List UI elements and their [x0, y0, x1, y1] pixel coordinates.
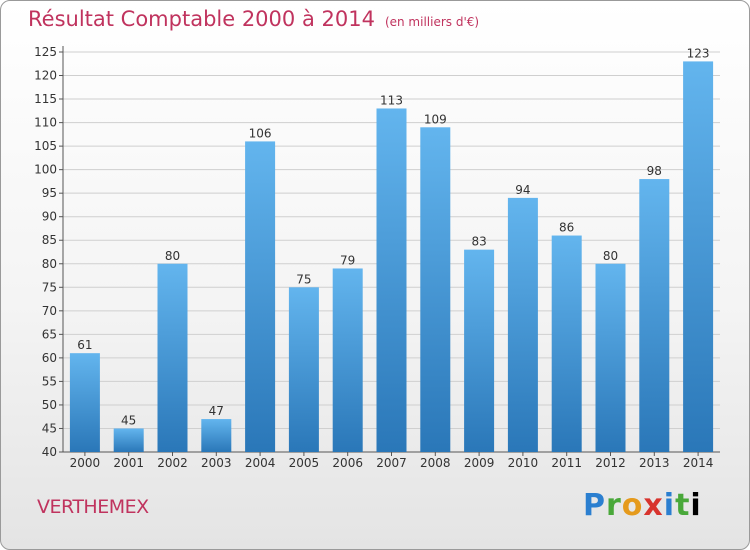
logo-letter: x — [643, 488, 664, 523]
x-tick-label: 2007 — [376, 456, 407, 470]
chart-title: Résultat Comptable 2000 à 2014 (en millie… — [28, 7, 479, 31]
y-tick-label: 85 — [42, 233, 57, 247]
bar-value-label: 47 — [209, 404, 224, 418]
y-tick-label: 100 — [34, 163, 57, 177]
x-tick-label: 2009 — [464, 456, 495, 470]
y-tick-label: 40 — [42, 445, 57, 459]
logo-letter: i — [690, 488, 702, 523]
bar — [551, 235, 582, 452]
bar — [639, 179, 670, 452]
commune-name: VERTHEMEX — [37, 496, 149, 518]
bar-value-label: 86 — [559, 221, 574, 235]
bar — [288, 287, 319, 452]
x-tick-label: 2003 — [201, 456, 232, 470]
y-tick-label: 70 — [42, 304, 57, 318]
bar — [332, 268, 363, 452]
chart-unit: (en milliers d'€) — [384, 15, 480, 29]
logo-letter: P — [583, 488, 606, 523]
x-tick-label: 2000 — [70, 456, 101, 470]
y-tick-label: 110 — [34, 116, 57, 130]
bar — [69, 353, 100, 452]
bar-value-label: 75 — [296, 272, 311, 286]
proxiti-logo: Proxiti — [583, 488, 702, 523]
bar — [507, 197, 538, 452]
bar — [157, 263, 188, 452]
x-tick-label: 2014 — [683, 456, 714, 470]
bar-value-label: 98 — [647, 164, 662, 178]
bar-value-label: 109 — [424, 112, 447, 126]
logo-letter: i — [663, 488, 676, 523]
x-tick-label: 2004 — [245, 456, 276, 470]
bar — [201, 419, 232, 452]
logo-letter: t — [675, 488, 691, 523]
y-tick-label: 120 — [34, 69, 57, 83]
bar-value-label: 45 — [121, 413, 136, 427]
x-tick-label: 2010 — [508, 456, 539, 470]
x-tick-label: 2008 — [420, 456, 451, 470]
bar — [420, 127, 451, 452]
x-tick-label: 2002 — [157, 456, 188, 470]
bar — [376, 108, 407, 453]
x-tick-label: 2006 — [332, 456, 363, 470]
y-tick-label: 75 — [42, 280, 57, 294]
bar — [113, 428, 144, 452]
bar-value-label: 61 — [77, 338, 92, 352]
logo-letter: r — [606, 488, 622, 523]
bar-value-label: 123 — [687, 46, 710, 60]
bar — [464, 249, 495, 452]
y-tick-label: 125 — [34, 45, 57, 59]
y-tick-label: 60 — [42, 351, 57, 365]
y-tick-label: 95 — [42, 186, 57, 200]
bar-value-label: 80 — [165, 249, 180, 263]
bar — [595, 263, 626, 452]
bar-value-label: 80 — [603, 249, 618, 263]
x-tick-label: 2011 — [551, 456, 582, 470]
logo-letter: o — [621, 488, 644, 523]
bar — [683, 61, 714, 452]
x-tick-label: 2012 — [595, 456, 626, 470]
y-tick-label: 115 — [34, 92, 57, 106]
y-tick-label: 50 — [42, 398, 57, 412]
chart-title-text: Résultat Comptable 2000 à 2014 — [28, 7, 375, 31]
bar-value-label: 113 — [380, 93, 403, 107]
y-tick-label: 55 — [42, 374, 57, 388]
bar-value-label: 83 — [471, 235, 486, 249]
x-tick-label: 2005 — [289, 456, 320, 470]
y-tick-label: 90 — [42, 210, 57, 224]
bar-value-label: 94 — [515, 183, 530, 197]
y-tick-label: 45 — [42, 421, 57, 435]
y-tick-label: 80 — [42, 257, 57, 271]
y-tick-label: 105 — [34, 139, 57, 153]
bar-value-label: 106 — [249, 126, 272, 140]
x-tick-label: 2001 — [113, 456, 144, 470]
bar-value-label: 79 — [340, 253, 355, 267]
y-tick-label: 65 — [42, 327, 57, 341]
x-tick-label: 2013 — [639, 456, 670, 470]
bar — [245, 141, 276, 453]
